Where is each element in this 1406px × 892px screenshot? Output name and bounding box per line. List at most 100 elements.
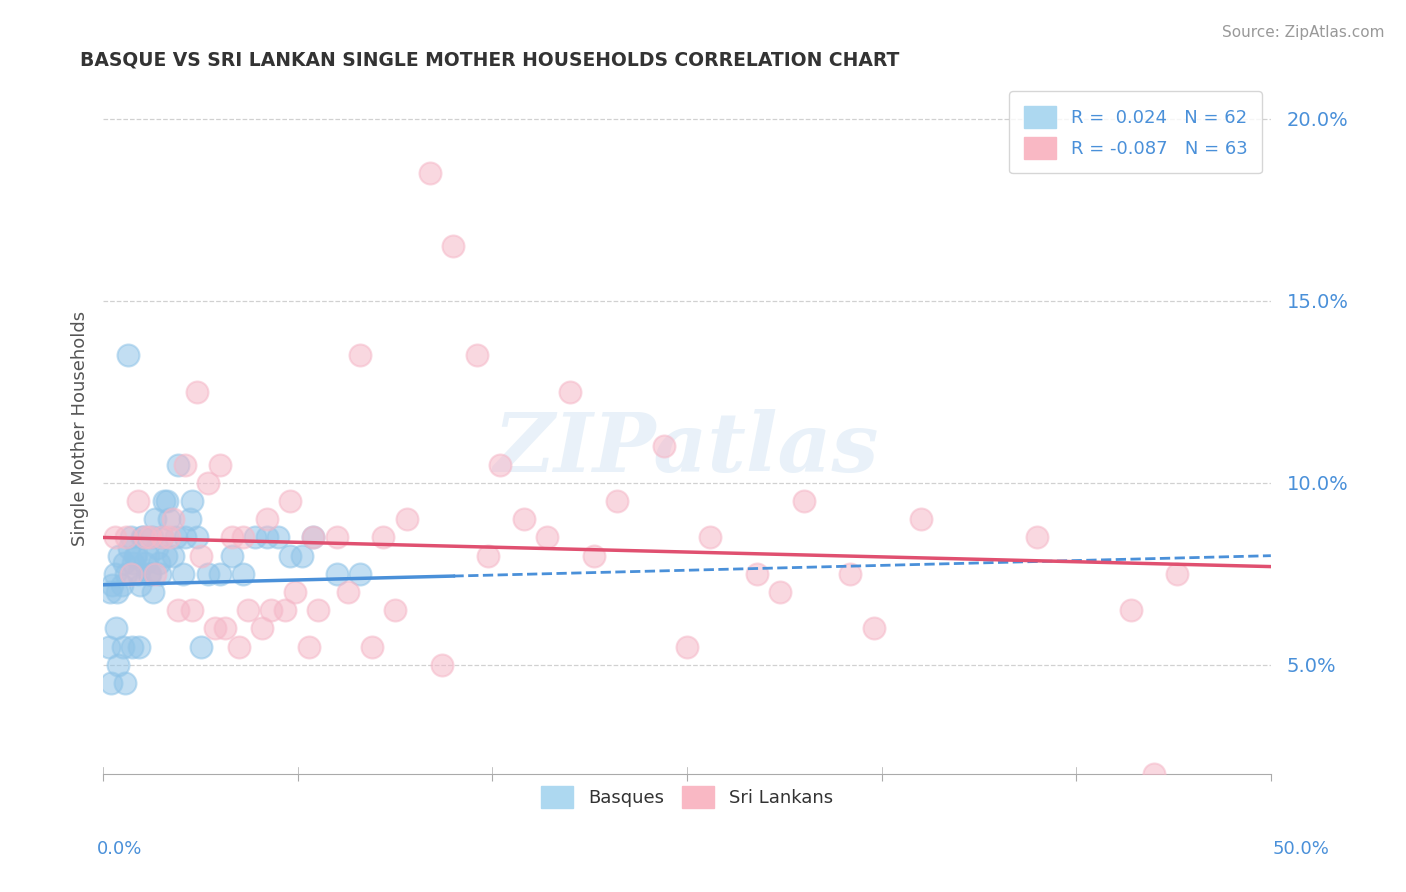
Point <box>204 622 226 636</box>
Point <box>197 566 219 581</box>
Point <box>107 657 129 672</box>
Point <box>477 549 499 563</box>
Point <box>100 676 122 690</box>
Point <box>115 566 138 581</box>
Point <box>190 549 212 563</box>
Point <box>349 566 371 581</box>
Point <box>360 640 382 654</box>
Point <box>127 566 149 581</box>
Point <box>173 458 195 472</box>
Point <box>98 640 121 654</box>
Point <box>142 585 165 599</box>
Point <box>134 556 156 570</box>
Point <box>214 622 236 636</box>
Point <box>208 566 231 581</box>
Point <box>165 531 187 545</box>
Point <box>465 348 488 362</box>
Point <box>118 541 141 556</box>
Point <box>125 549 148 563</box>
Point <box>115 531 138 545</box>
Point <box>104 566 127 581</box>
Point <box>139 566 162 581</box>
Point <box>143 566 166 581</box>
Point <box>536 531 558 545</box>
Point <box>443 239 465 253</box>
Point <box>190 640 212 654</box>
Point <box>111 640 134 654</box>
Point <box>104 622 127 636</box>
Point <box>302 531 325 545</box>
Point <box>1119 603 1142 617</box>
Point <box>676 640 699 654</box>
Text: Source: ZipAtlas.com: Source: ZipAtlas.com <box>1222 25 1385 40</box>
Point <box>278 549 301 563</box>
Point <box>221 531 243 545</box>
Point <box>274 603 297 617</box>
Point <box>121 640 143 654</box>
Point <box>208 458 231 472</box>
Point <box>419 166 441 180</box>
Text: 0.0%: 0.0% <box>97 840 142 858</box>
Point <box>98 585 121 599</box>
Point <box>150 531 173 545</box>
Point <box>337 585 360 599</box>
Point <box>122 556 145 570</box>
Point <box>162 549 184 563</box>
Point <box>298 640 321 654</box>
Point <box>1026 531 1049 545</box>
Point <box>129 578 152 592</box>
Point <box>111 578 134 592</box>
Point <box>325 566 347 581</box>
Point <box>910 512 932 526</box>
Point <box>150 531 173 545</box>
Point <box>104 531 127 545</box>
Point <box>167 603 190 617</box>
Point <box>112 556 135 570</box>
Point <box>167 458 190 472</box>
Point <box>745 566 768 581</box>
Point <box>349 348 371 362</box>
Point <box>186 531 208 545</box>
Point <box>138 566 160 581</box>
Point <box>153 494 176 508</box>
Text: BASQUE VS SRI LANKAN SINGLE MOTHER HOUSEHOLDS CORRELATION CHART: BASQUE VS SRI LANKAN SINGLE MOTHER HOUSE… <box>80 51 900 70</box>
Point <box>291 549 314 563</box>
Point <box>430 657 453 672</box>
Point <box>384 603 406 617</box>
Point <box>284 585 307 599</box>
Point <box>180 603 202 617</box>
Point <box>221 549 243 563</box>
Point <box>101 578 124 592</box>
Text: ZIPatlas: ZIPatlas <box>495 409 880 489</box>
Point <box>157 512 180 526</box>
Point <box>228 640 250 654</box>
Point <box>134 531 156 545</box>
Point <box>131 531 153 545</box>
Point <box>141 531 163 545</box>
Point <box>489 458 512 472</box>
Point <box>278 494 301 508</box>
Point <box>124 549 146 563</box>
Point <box>120 531 142 545</box>
Point <box>395 512 418 526</box>
Point <box>699 531 721 545</box>
Point <box>117 348 139 362</box>
Point <box>267 531 290 545</box>
Point <box>232 566 254 581</box>
Point <box>250 622 273 636</box>
Point <box>149 566 172 581</box>
Point <box>512 512 534 526</box>
Point <box>260 603 283 617</box>
Point <box>560 384 582 399</box>
Point <box>132 531 155 545</box>
Point <box>128 640 150 654</box>
Point <box>105 585 128 599</box>
Point <box>120 566 142 581</box>
Point <box>108 549 131 563</box>
Point <box>652 439 675 453</box>
Point <box>256 512 278 526</box>
Point <box>179 512 201 526</box>
Point <box>157 531 180 545</box>
Legend: Basques, Sri Lankans: Basques, Sri Lankans <box>534 779 841 815</box>
Point <box>173 531 195 545</box>
